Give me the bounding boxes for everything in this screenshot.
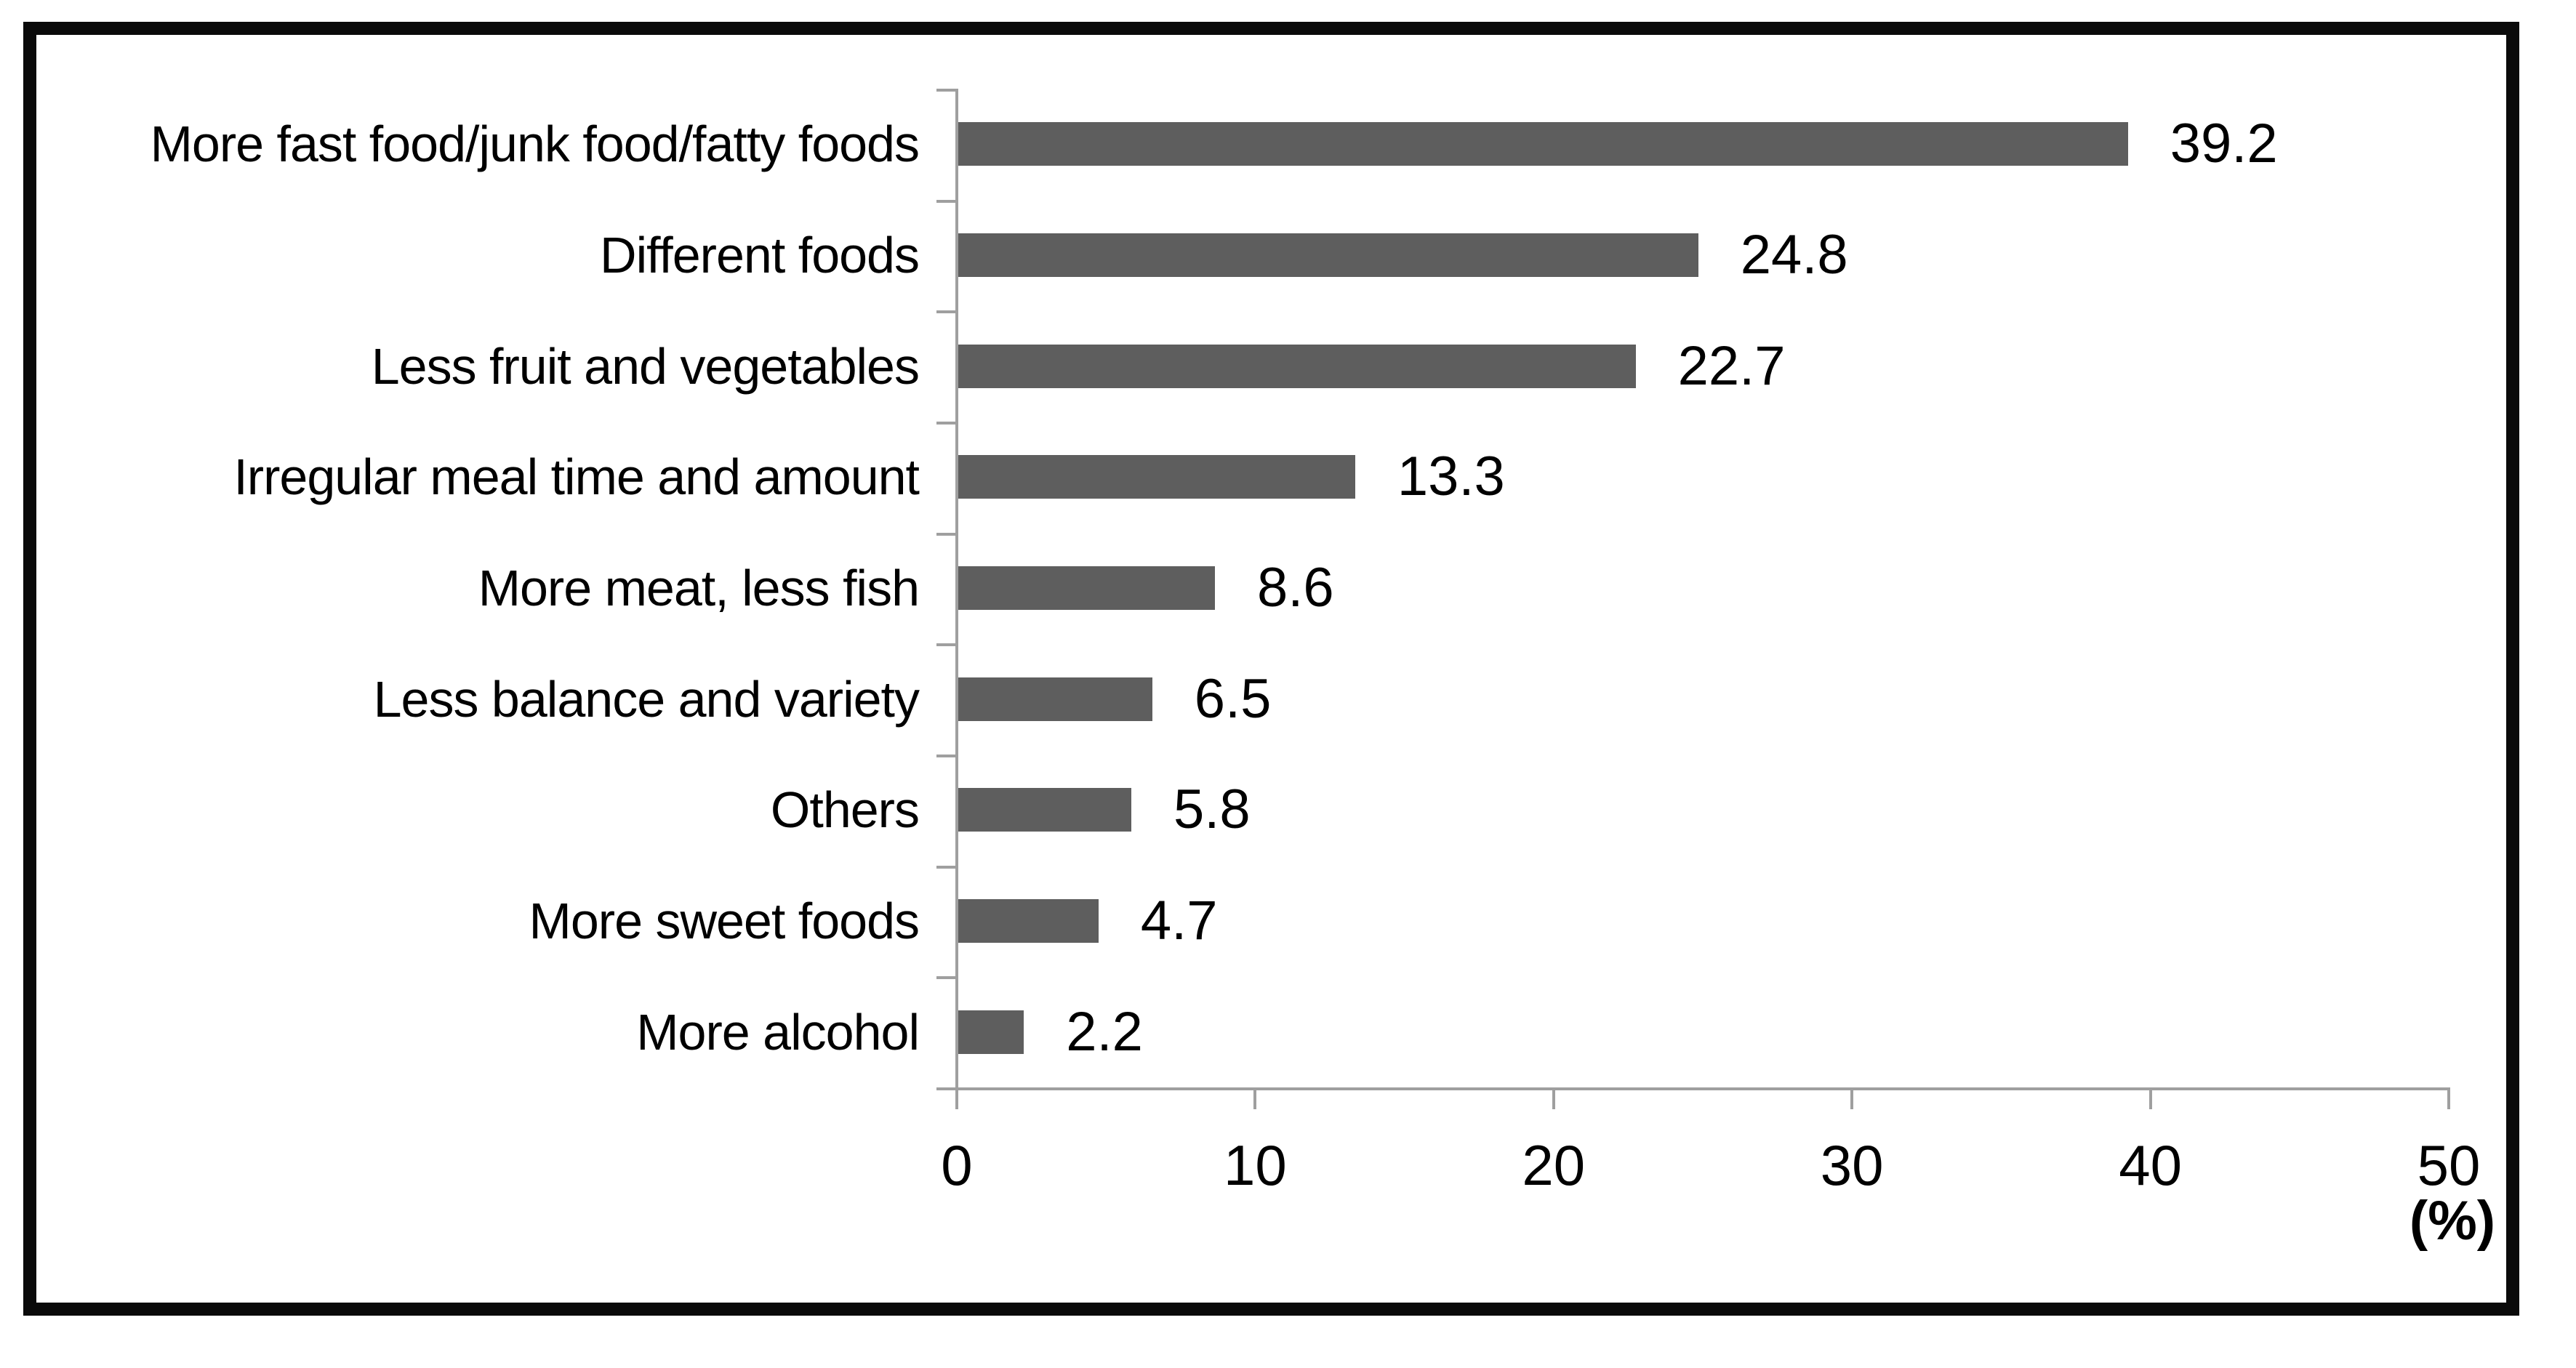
category-label: More fast food/junk food/fatty foods xyxy=(150,116,920,173)
value-label: 22.7 xyxy=(1677,334,1786,397)
x-axis-tick-label: 0 xyxy=(941,1133,973,1197)
value-label: 4.7 xyxy=(1140,890,1218,951)
bar xyxy=(958,122,2128,166)
bar xyxy=(958,1010,1024,1054)
x-axis xyxy=(955,1087,2450,1090)
category-label: More alcohol xyxy=(636,1003,920,1061)
x-axis-tick-label: 30 xyxy=(1820,1133,1884,1197)
y-axis-tick xyxy=(936,755,955,757)
value-label: 6.5 xyxy=(1194,667,1272,730)
x-axis-tick xyxy=(1850,1087,1854,1109)
x-axis-tick xyxy=(1552,1087,1555,1109)
category-label: Others xyxy=(770,781,920,839)
value-label: 8.6 xyxy=(1256,557,1334,619)
y-axis-tick xyxy=(936,89,955,92)
y-axis-tick xyxy=(936,865,955,869)
x-axis-tick-label: 20 xyxy=(1522,1133,1586,1197)
y-axis-tick xyxy=(936,532,955,536)
x-axis-tick xyxy=(955,1087,958,1109)
x-axis-tick-label: 10 xyxy=(1224,1133,1287,1197)
category-label: Irregular meal time and amount xyxy=(233,448,920,506)
y-axis-tick xyxy=(936,1087,955,1090)
x-axis-tick xyxy=(2148,1087,2152,1109)
bar xyxy=(958,899,1099,943)
y-axis-tick xyxy=(936,199,955,203)
value-label: 13.3 xyxy=(1397,446,1505,508)
y-axis-tick xyxy=(936,422,955,425)
category-label: Different foods xyxy=(600,227,920,283)
category-label: Less balance and variety xyxy=(373,670,920,728)
value-label: 39.2 xyxy=(2170,113,2278,175)
x-axis-tick-label: 40 xyxy=(2119,1133,2182,1197)
y-axis-tick xyxy=(936,310,955,314)
y-axis-tick xyxy=(936,643,955,647)
value-label: 2.2 xyxy=(1066,1000,1143,1063)
category-label: More sweet foods xyxy=(529,893,920,949)
value-label: 5.8 xyxy=(1173,778,1251,841)
bar xyxy=(958,233,1698,277)
x-axis-tick xyxy=(1253,1087,1257,1109)
x-axis-unit-label: (%) xyxy=(2409,1190,2496,1252)
x-axis-tick xyxy=(2447,1087,2450,1109)
bar xyxy=(958,677,1152,721)
value-label: 24.8 xyxy=(1740,224,1848,286)
x-axis-tick-label: 50 xyxy=(2417,1133,2481,1197)
bar xyxy=(958,788,1132,832)
category-label: Less fruit and vegetables xyxy=(371,337,920,395)
bar xyxy=(958,455,1355,499)
y-axis xyxy=(955,89,958,1087)
category-label: More meat, less fish xyxy=(478,560,920,616)
bar xyxy=(958,566,1215,610)
y-axis-tick xyxy=(936,976,955,980)
bar xyxy=(958,344,1636,388)
